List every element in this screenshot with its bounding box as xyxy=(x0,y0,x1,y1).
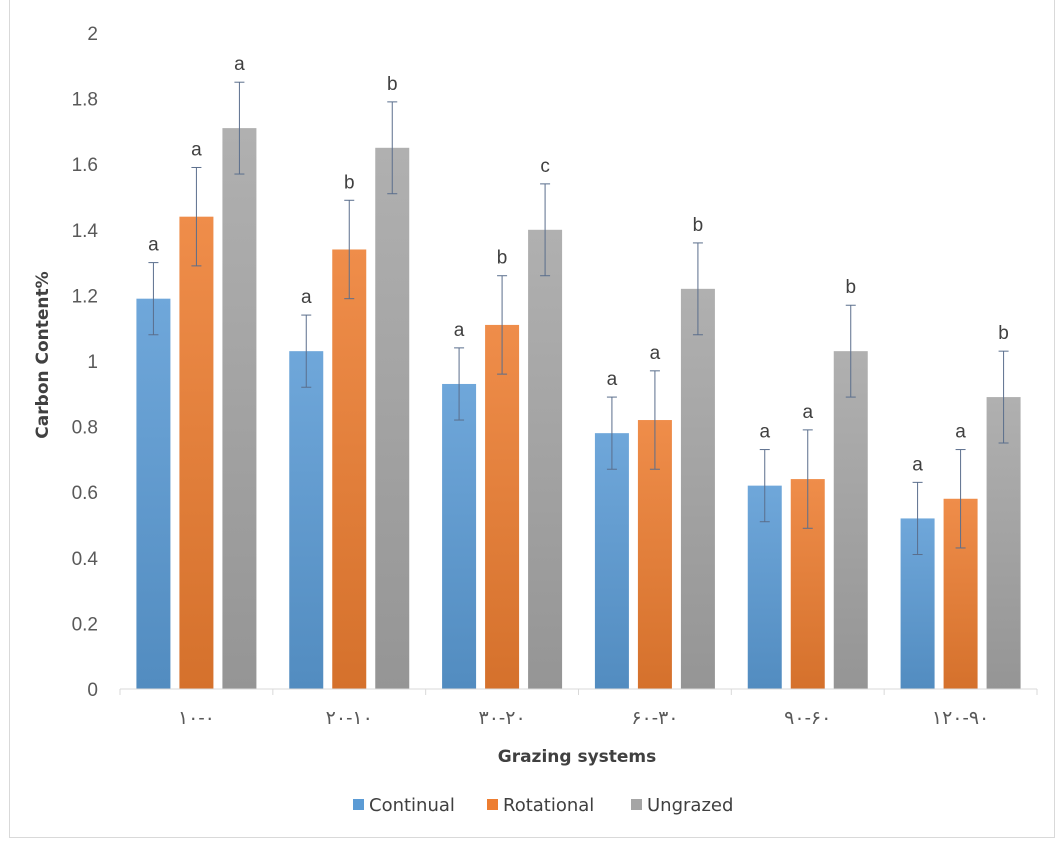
significance-letter: b xyxy=(693,215,704,236)
significance-letter: a xyxy=(759,422,770,443)
bar-ungrazed-3 xyxy=(680,288,715,689)
y-axis-ticks: 0 0.2 0.4 0.6 0.8 1 1.2 1.4 1.6 1.8 2 xyxy=(72,24,99,701)
chart-frame xyxy=(9,0,1055,838)
y-tick-label: 2 xyxy=(87,24,98,45)
significance-letter: b xyxy=(998,323,1009,344)
significance-letter: a xyxy=(191,139,202,160)
bar-continual-2 xyxy=(442,383,477,689)
y-tick-label: 0.8 xyxy=(72,418,98,439)
y-tick-label: 1.2 xyxy=(72,286,98,307)
significance-letter: b xyxy=(845,277,856,298)
bar-continual-3 xyxy=(594,433,629,689)
bar-continual-1 xyxy=(289,351,324,689)
legend-label: Rotational xyxy=(503,795,594,816)
error-bar xyxy=(148,262,159,336)
x-tick-label: ۱۲۰-۹۰ xyxy=(932,708,989,729)
bar-ungrazed-4 xyxy=(833,351,868,689)
significance-letter: a xyxy=(955,422,966,443)
error-bar xyxy=(191,166,202,267)
bar-rotational-2 xyxy=(485,324,520,689)
x-axis-title: Grazing systems xyxy=(498,747,657,767)
legend-swatch xyxy=(487,799,498,810)
significance-letter: c xyxy=(540,156,550,177)
y-axis-title: Carbon Content% xyxy=(33,271,53,438)
y-tick-label: 1.8 xyxy=(72,90,98,111)
y-tick-label: 0.2 xyxy=(72,614,98,635)
bar-rotational-0 xyxy=(179,216,214,689)
legend-swatch xyxy=(353,799,364,810)
bar-ungrazed-5 xyxy=(986,397,1021,689)
significance-letter: b xyxy=(497,248,508,269)
significance-letter: a xyxy=(802,402,813,423)
y-tick-label: 1 xyxy=(87,352,98,373)
y-tick-label: 0 xyxy=(87,680,98,701)
error-bar xyxy=(344,199,355,300)
error-bar xyxy=(955,449,966,549)
significance-letter: b xyxy=(387,74,398,95)
x-tick-label: ۹۰-۶۰ xyxy=(784,708,831,729)
error-bar xyxy=(692,242,703,336)
legend-swatch xyxy=(631,799,642,810)
significance-letter: a xyxy=(234,54,245,75)
significance-letter: a xyxy=(301,287,312,308)
significance-letter: b xyxy=(344,172,355,193)
error-bar xyxy=(759,449,770,523)
legend-item-ungrazed: Ungrazed xyxy=(631,795,733,816)
significance-letter: a xyxy=(148,235,159,256)
bar-ungrazed-1 xyxy=(375,147,410,690)
error-bar xyxy=(998,350,1009,444)
x-tick-label: ۱۰-۰ xyxy=(178,708,215,729)
error-bars xyxy=(148,81,1009,556)
y-tick-label: 0.6 xyxy=(72,483,98,504)
error-bar xyxy=(540,183,551,277)
significance-letter: a xyxy=(607,369,618,390)
significance-letter: a xyxy=(454,320,465,341)
significance-letter: a xyxy=(912,454,923,475)
error-bar xyxy=(912,481,923,556)
error-bar xyxy=(802,429,813,529)
legend-item-continual: Continual xyxy=(353,795,455,816)
error-bar xyxy=(301,314,312,388)
bar-ungrazed-2 xyxy=(528,229,563,690)
bars xyxy=(136,128,1021,690)
bar-ungrazed-0 xyxy=(222,128,257,689)
bar-rotational-1 xyxy=(332,249,367,690)
error-bar xyxy=(649,370,660,470)
x-axis-ticks: ۱۰-۰ ۲۰-۱۰ ۳۰-۲۰ ۶۰-۳۰ ۹۰-۶۰ ۱۲۰-۹۰ xyxy=(119,689,1038,729)
x-tick-label: ۶۰-۳۰ xyxy=(631,708,678,729)
y-tick-label: 1.4 xyxy=(72,221,99,242)
error-bar xyxy=(234,81,245,175)
error-bar xyxy=(387,101,398,195)
error-bar xyxy=(497,275,508,375)
legend-item-rotational: Rotational xyxy=(487,795,594,816)
error-bar xyxy=(845,304,856,398)
bar-continual-0 xyxy=(136,298,171,689)
legend-label: Continual xyxy=(369,795,455,816)
significance-letter: a xyxy=(650,343,661,364)
error-bar xyxy=(606,396,617,470)
error-bar xyxy=(454,347,465,421)
x-tick-label: ۳۰-۲۰ xyxy=(479,708,526,729)
y-tick-label: 0.4 xyxy=(72,549,99,570)
significance-letters: a a a a b b a b c a a b a a b a a b xyxy=(148,54,1009,475)
x-tick-label: ۲۰-۱۰ xyxy=(326,708,373,729)
y-tick-label: 1.6 xyxy=(72,155,98,176)
legend: Continual Rotational Ungrazed xyxy=(353,795,733,816)
legend-label: Ungrazed xyxy=(647,795,733,816)
